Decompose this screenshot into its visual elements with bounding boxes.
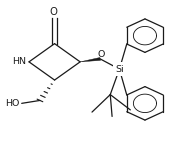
Text: O: O <box>50 7 58 17</box>
Text: O: O <box>98 50 105 59</box>
Text: Si: Si <box>115 65 124 74</box>
Text: HN: HN <box>12 57 26 66</box>
Text: HO: HO <box>6 99 20 108</box>
Polygon shape <box>80 57 100 62</box>
